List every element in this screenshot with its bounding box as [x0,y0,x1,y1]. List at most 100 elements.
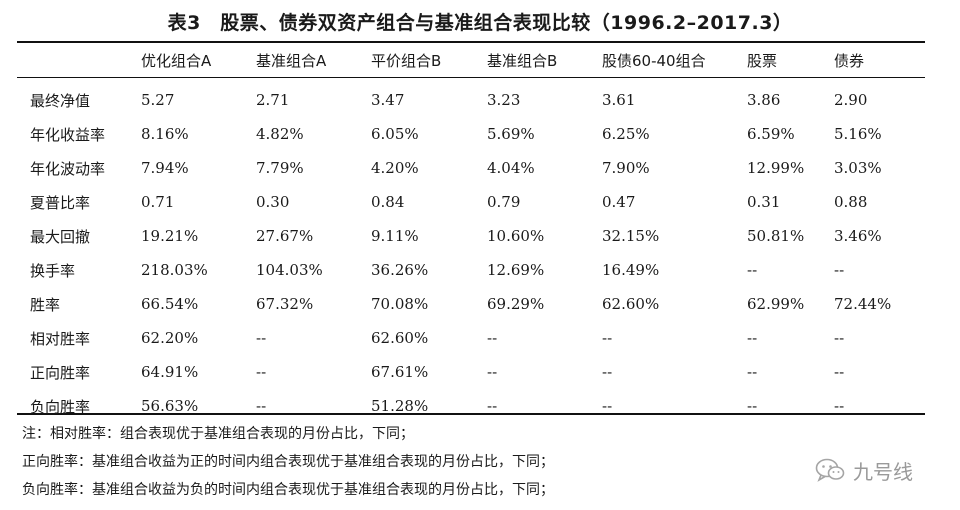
table-cell: 3.46% [834,227,882,245]
table-cell: 3.61 [602,91,636,109]
table-cell: 62.60% [371,329,429,347]
table-cell: 0.84 [371,193,405,211]
table-cell: -- [834,397,845,415]
table-cell: 6.25% [602,125,650,143]
comparison-table: 优化组合A 基准组合A 平价组合B 基准组合B 股债60-40组合 股票 债券 … [17,44,925,423]
bottom-rule [17,413,925,415]
table-cell: -- [256,329,267,347]
table-cell: -- [602,363,613,381]
row-label: 年化收益率 [30,125,106,144]
table-cell: 32.15% [602,227,660,245]
table-cell: 56.63% [141,397,199,415]
table-cell: 0.71 [141,193,175,211]
table-cell: 67.32% [256,295,314,313]
table-cell: -- [747,397,758,415]
table-row: 换手率 218.03% 104.03% 36.26% 12.69% 16.49% -- -- [17,253,925,287]
table-cell: 66.54% [141,295,199,313]
row-label: 换手率 [30,261,76,280]
table-cell: 8.16% [141,125,189,143]
watermark: 九号线 [815,455,913,485]
table-row: 年化波动率 7.94% 7.79% 4.20% 4.04% 7.90% 12.99% 3.03… [17,151,925,185]
table-cell: -- [602,329,613,347]
row-label: 相对胜率 [30,329,91,348]
table-cell: 3.03% [834,159,882,177]
table-cell: 5.16% [834,125,882,143]
table-cell: 0.47 [602,193,636,211]
note-line: 负向胜率：基准组合收益为负的时间内组合表现优于基准组合表现的月份占比，下同； [22,482,554,498]
table-cell: -- [747,329,758,347]
table-cell: -- [256,363,267,381]
table-cell: 9.11% [371,227,419,245]
table-cell: 62.20% [141,329,199,347]
table-cell: 50.81% [747,227,805,245]
table-cell: 2.71 [256,91,290,109]
table-cell: 0.88 [834,193,868,211]
table-cell: 12.99% [747,159,805,177]
table-cell: -- [834,329,845,347]
column-header: 基准组合A [256,52,327,70]
column-header: 股票 [747,52,778,70]
wechat-icon [815,457,845,483]
table-cell: -- [602,397,613,415]
table-cell: 3.23 [487,91,521,109]
table-cell: 62.60% [602,295,660,313]
table-cell: 0.30 [256,193,290,211]
note-line: 注：相对胜率：组合表现优于基准组合表现的月份占比，下同； [22,426,414,442]
table-cell: 6.05% [371,125,419,143]
table-cell: -- [487,397,498,415]
header-row: 优化组合A 基准组合A 平价组合B 基准组合B 股债60-40组合 股票 债券 [17,44,925,77]
row-label: 胜率 [30,295,61,314]
table-cell: -- [256,397,267,415]
table-cell: -- [487,363,498,381]
row-label: 年化波动率 [30,159,106,178]
table-cell: 12.69% [487,261,545,279]
table-cell: 70.08% [371,295,429,313]
table-cell: 36.26% [371,261,429,279]
table-cell: 7.94% [141,159,189,177]
table-cell: 10.60% [487,227,545,245]
header-rule [17,77,925,78]
column-header: 债券 [834,52,865,70]
table-cell: 69.29% [487,295,545,313]
table-cell: -- [747,363,758,381]
table-row: 相对胜率 62.20% -- 62.60% -- -- -- -- [17,321,925,355]
row-label: 正向胜率 [30,363,91,382]
table-cell: 3.47 [371,91,405,109]
watermark-text: 九号线 [853,459,913,484]
table-cell: 0.79 [487,193,521,211]
table-cell: 0.31 [747,193,781,211]
table-cell: 3.86 [747,91,781,109]
table-cell: -- [747,261,758,279]
table-cell: 16.49% [602,261,660,279]
table-cell: 72.44% [834,295,892,313]
table-cell: 4.82% [256,125,304,143]
table-row: 负向胜率 56.63% -- 51.28% -- -- -- -- [17,389,925,423]
table-cell: 7.79% [256,159,304,177]
table-cell: 64.91% [141,363,199,381]
column-header [17,44,141,77]
row-label: 负向胜率 [30,397,91,416]
table-cell: -- [834,261,845,279]
table-cell: 5.27 [141,91,175,109]
row-label: 夏普比率 [30,193,91,212]
table-cell: 27.67% [256,227,314,245]
table-cell: 218.03% [141,261,208,279]
table-cell: 6.59% [747,125,795,143]
table-title: 表3 股票、债券双资产组合与基准组合表现比较（1996.2–2017.3） [167,12,793,34]
table-cell: 19.21% [141,227,199,245]
table-cell: 67.61% [371,363,429,381]
column-header: 基准组合B [487,52,558,70]
column-header: 股债60-40组合 [602,52,706,70]
table-row: 正向胜率 64.91% -- 67.61% -- -- -- -- [17,355,925,389]
table-cell: 51.28% [371,397,429,415]
table-cell: 5.69% [487,125,535,143]
table-cell: 104.03% [256,261,323,279]
table-cell: -- [487,329,498,347]
table-cell: -- [834,363,845,381]
table-row: 胜率 66.54% 67.32% 70.08% 69.29% 62.60% 62.99% 72… [17,287,925,321]
table-row: 最终净值 5.27 2.71 3.47 3.23 3.61 3.86 2.90 [17,83,925,117]
column-header: 优化组合A [141,52,212,70]
table-cell: 2.90 [834,91,868,109]
row-label: 最终净值 [30,91,91,110]
table-row: 最大回撤 19.21% 27.67% 9.11% 10.60% 32.15% 50.81% 3… [17,219,925,253]
